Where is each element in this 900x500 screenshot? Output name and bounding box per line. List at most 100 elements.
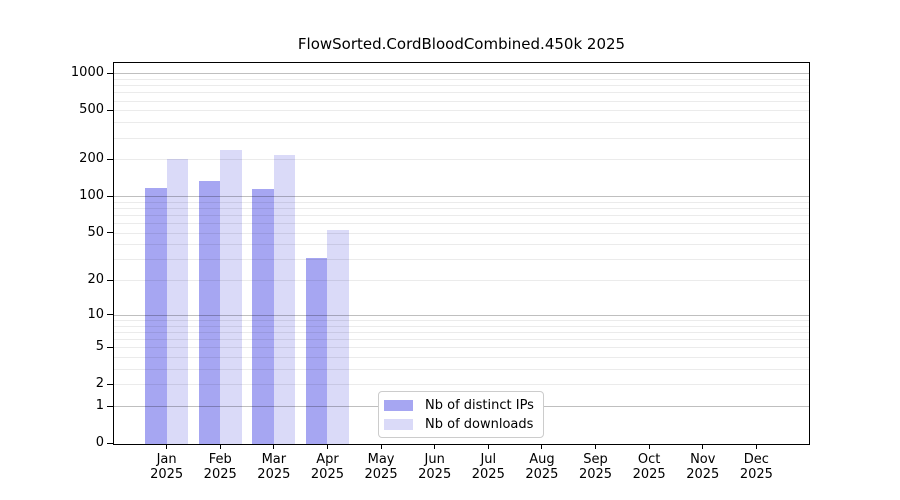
- x-tick-label-jul: Jul 2025: [460, 452, 516, 482]
- gridline-200: [114, 159, 809, 161]
- year-label: 2025: [525, 467, 559, 482]
- month-label: Jun: [424, 452, 445, 467]
- x-tick-sep: [595, 444, 597, 449]
- gridline-5: [114, 347, 809, 349]
- y-tick-1000: [107, 72, 113, 74]
- bar-mar-downloads: [273, 155, 296, 444]
- gridline-90: [114, 201, 809, 203]
- x-tick-nov: [702, 444, 704, 449]
- legend-entry-distinct-ips: Nb of distinct IPs: [384, 398, 538, 413]
- x-tick-oct: [648, 444, 650, 449]
- y-tick-label-500: 500: [79, 102, 104, 118]
- x-tick-feb: [219, 444, 221, 449]
- x-tick-aug: [541, 444, 543, 449]
- legend-entry-downloads: Nb of downloads: [384, 417, 538, 432]
- x-tick-apr: [326, 444, 328, 449]
- x-tick-label-jan: Jan 2025: [139, 452, 195, 482]
- month-label: Apr: [316, 452, 339, 467]
- gridline-1000: [114, 73, 809, 75]
- month-label: Mar: [261, 452, 287, 467]
- x-tick-label-dec: Dec 2025: [728, 452, 784, 482]
- month-label: Nov: [690, 452, 716, 467]
- month-label: Aug: [529, 452, 555, 467]
- bar-apr-downloads: [327, 229, 349, 444]
- year-label: 2025: [203, 467, 237, 482]
- y-tick-label-1000: 1000: [70, 65, 104, 81]
- y-tick-1: [107, 405, 113, 407]
- y-tick-500: [107, 109, 113, 111]
- y-tick-label-200: 200: [79, 151, 104, 167]
- x-tick-label-oct: Oct 2025: [621, 452, 677, 482]
- gridline-20: [114, 280, 809, 282]
- bar-apr-ips: [305, 257, 328, 444]
- year-label: 2025: [418, 467, 452, 482]
- year-label: 2025: [364, 467, 398, 482]
- gridline-40: [114, 244, 809, 246]
- x-tick-label-nov: Nov 2025: [675, 452, 731, 482]
- x-tick-mar: [273, 444, 275, 449]
- x-tick-may: [380, 444, 382, 449]
- gridline-100: [114, 196, 809, 198]
- month-label: Jul: [480, 452, 497, 467]
- gridline-700: [114, 92, 809, 94]
- gridline-2: [114, 384, 809, 386]
- gridline-800: [114, 85, 809, 87]
- gridline-30: [114, 259, 809, 261]
- year-label: 2025: [686, 467, 720, 482]
- year-label: 2025: [150, 467, 184, 482]
- x-tick-jan: [166, 444, 168, 449]
- month-label: Oct: [637, 452, 661, 467]
- y-tick-2: [107, 383, 113, 385]
- legend: Nb of distinct IPs Nb of downloads: [378, 391, 544, 438]
- bar-feb-downloads: [220, 149, 242, 444]
- year-label: 2025: [257, 467, 291, 482]
- gridline-300: [114, 137, 809, 139]
- y-tick-5: [107, 346, 113, 348]
- x-tick-label-may: May 2025: [353, 452, 409, 482]
- x-tick-label-apr: Apr 2025: [299, 452, 355, 482]
- bar-mar-ips: [252, 189, 274, 444]
- gridline-400: [114, 122, 809, 124]
- month-label: May: [367, 452, 395, 467]
- y-tick-10: [107, 314, 113, 316]
- x-tick-jun: [434, 444, 436, 449]
- gridline-7: [114, 331, 809, 333]
- x-tick-label-jun: Jun 2025: [407, 452, 463, 482]
- legend-label-distinct-ips: Nb of distinct IPs: [425, 397, 534, 413]
- x-tick-label-mar: Mar 2025: [246, 452, 302, 482]
- year-label: 2025: [578, 467, 613, 482]
- y-tick-label-10: 10: [87, 306, 104, 322]
- gridline-600: [114, 100, 809, 102]
- x-tick-jul: [487, 444, 489, 449]
- gridline-900: [114, 78, 809, 80]
- month-label: Dec: [743, 452, 769, 467]
- bar-jan-downloads: [166, 158, 189, 444]
- gridline-3: [114, 369, 809, 371]
- y-tick-label-5: 5: [95, 339, 104, 355]
- year-label: 2025: [310, 467, 344, 482]
- gridline-4: [114, 357, 809, 359]
- y-tick-200: [107, 158, 113, 160]
- year-label: 2025: [632, 467, 666, 482]
- x-tick-label-sep: Sep 2025: [568, 452, 624, 482]
- y-tick-label-50: 50: [87, 224, 104, 240]
- y-tick-100: [107, 195, 113, 197]
- gridline-8: [114, 325, 809, 327]
- y-tick-label-100: 100: [79, 188, 104, 204]
- bar-feb-ips: [198, 181, 221, 444]
- y-tick-label-20: 20: [87, 272, 104, 288]
- gridline-70: [114, 215, 809, 217]
- plot-area: [113, 62, 810, 445]
- year-label: 2025: [739, 467, 773, 482]
- gridline-80: [114, 207, 809, 209]
- month-label: Sep: [583, 452, 608, 467]
- month-label: Feb: [208, 452, 232, 467]
- bar-jan-ips: [145, 187, 167, 444]
- y-tick-20: [107, 279, 113, 281]
- gridline-500: [114, 110, 809, 112]
- gridline-9: [114, 320, 809, 321]
- y-tick-label-2: 2: [95, 376, 104, 392]
- y-tick-50: [107, 232, 113, 234]
- gridline-10: [114, 314, 809, 316]
